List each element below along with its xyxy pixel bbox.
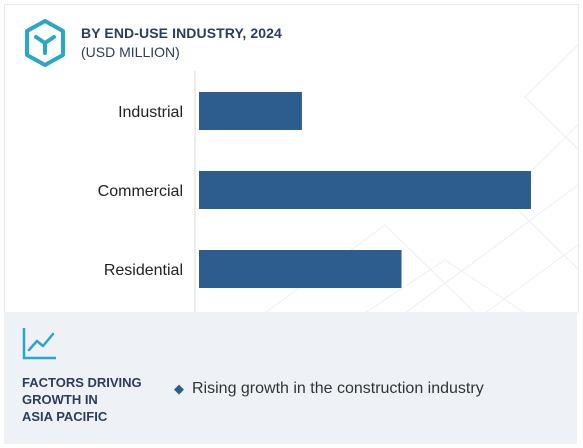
factor-text: Rising growth in the construction indust… bbox=[192, 380, 484, 397]
category-label-commercial: Commercial bbox=[98, 183, 183, 200]
trend-line-icon bbox=[22, 328, 56, 360]
factors-heading: FACTORS DRIVING GROWTH IN ASIA PACIFIC bbox=[22, 374, 162, 425]
factors-heading-line: GROWTH IN bbox=[22, 392, 98, 407]
factors-heading-line: FACTORS DRIVING bbox=[22, 375, 142, 390]
category-label-residential: Residential bbox=[104, 262, 183, 279]
chart-subtitle: (USD MILLION) bbox=[81, 44, 180, 60]
chart-card: BY END-USE INDUSTRY, 2024 (USD MILLION) … bbox=[4, 4, 579, 313]
bar-commercial bbox=[199, 171, 531, 209]
background-decoration bbox=[264, 44, 578, 313]
hexagon-cube-icon bbox=[25, 19, 65, 67]
factors-heading-line: ASIA PACIFIC bbox=[22, 409, 108, 424]
factors-panel: FACTORS DRIVING GROWTH IN ASIA PACIFIC ◆… bbox=[4, 312, 577, 444]
diamond-bullet-icon: ◆ bbox=[174, 381, 184, 396]
bar-chart: Industrial Commercial Residential bbox=[98, 71, 531, 313]
factor-list-item: ◆ Rising growth in the construction indus… bbox=[174, 380, 484, 398]
category-label-industrial: Industrial bbox=[118, 104, 183, 121]
chart-title: BY END-USE INDUSTRY, 2024 bbox=[81, 25, 282, 41]
bar-residential bbox=[199, 250, 402, 288]
bar-industrial bbox=[199, 92, 302, 130]
